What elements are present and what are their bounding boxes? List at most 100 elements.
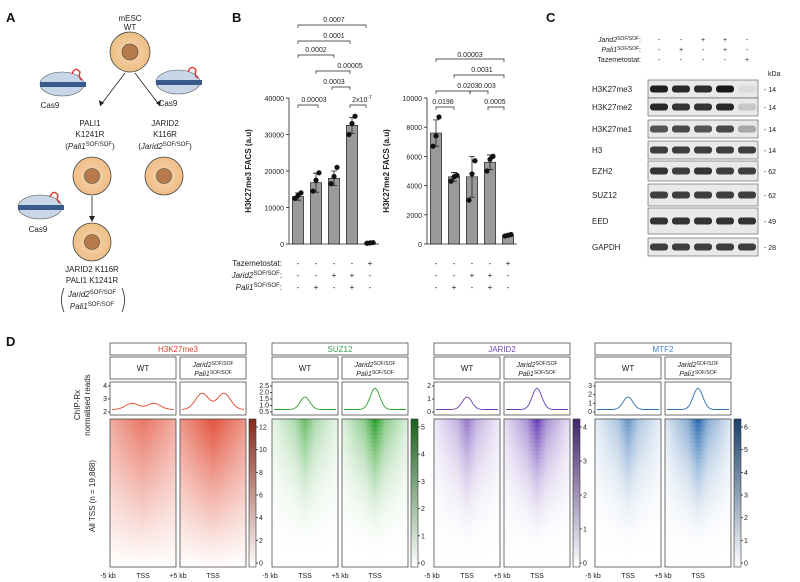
heatmap-row	[434, 463, 500, 468]
heatmap-row	[504, 455, 570, 460]
profile-ylabel-1: ChIP-Rx	[73, 390, 82, 420]
design-sign: -	[315, 259, 318, 268]
x-label-tss: TSS	[530, 573, 544, 580]
heatmap-row	[665, 431, 731, 436]
heatmap-frame	[433, 418, 501, 568]
heatmap-row	[504, 443, 570, 448]
blot-condition-sign: -	[658, 37, 661, 44]
heatmap-row	[504, 543, 570, 548]
blot-label: GAPDH	[592, 243, 621, 252]
heatmap-row	[595, 519, 661, 524]
y-tick-label: 40000	[265, 96, 285, 103]
heatmap-row	[180, 499, 246, 504]
group-title-box	[594, 342, 732, 356]
profile-box	[179, 381, 247, 416]
pvalue-label: 0.0003	[323, 79, 345, 86]
heatmap-row	[110, 523, 176, 528]
heatmap-row	[180, 427, 246, 432]
heatmap-row	[434, 547, 500, 552]
heatmap-row	[342, 499, 408, 504]
x-label-left: -5 kb	[585, 573, 601, 580]
condition-box	[503, 356, 571, 380]
heatmap-row	[180, 551, 246, 556]
heatmap-row	[665, 443, 731, 448]
heatmap-row	[595, 527, 661, 532]
profile-y-tick: 2	[588, 392, 592, 399]
heatmap-row	[272, 431, 338, 436]
heatmap-row	[595, 507, 661, 512]
jarid2-row-label: Jarid2SOF/SOF:	[231, 271, 282, 280]
blot-band	[672, 146, 690, 154]
heatmap-row	[434, 475, 500, 480]
heatmap-row	[342, 483, 408, 488]
colorbar-tick-label: 5	[744, 447, 748, 454]
design-sign: -	[435, 259, 438, 268]
heatmap-row	[180, 475, 246, 480]
blot-condition-sign: -	[702, 57, 705, 64]
panel-label-a: A	[6, 10, 16, 25]
heatmap-row	[434, 431, 500, 436]
cas9-icon	[39, 68, 86, 97]
profile-line	[436, 396, 498, 410]
heatmap-row	[342, 515, 408, 520]
pvalue-label: 0.0005	[484, 99, 506, 106]
data-point	[454, 172, 460, 178]
blot-condition-sign: +	[745, 57, 749, 64]
heatmap-row	[504, 479, 570, 484]
design-sign: -	[297, 259, 300, 268]
heatmap-row	[504, 487, 570, 492]
colorbar-tick-label: 4	[421, 452, 425, 459]
taz-row-label: Tazemetostat:	[232, 259, 282, 268]
profile-line	[344, 387, 406, 410]
blot-band	[694, 167, 712, 175]
y-tick-label: 20000	[265, 169, 285, 176]
x-label-left: -5 kb	[262, 573, 278, 580]
heatmap-row	[595, 419, 661, 424]
heatmap-row	[595, 439, 661, 444]
heatmap-row	[180, 479, 246, 484]
heatmap-row	[504, 483, 570, 488]
cas9-icon	[17, 191, 64, 220]
heatmap-row	[504, 499, 570, 504]
design-sign: +	[488, 271, 493, 280]
heatmap-row	[595, 503, 661, 508]
blot-condition-sign: +	[723, 37, 727, 44]
heatmap-row	[110, 487, 176, 492]
blot-condition-sign: -	[702, 47, 705, 54]
panel-c-western-blots: Jarid2SOF/SOF: - - + + - Pali1SOF/SOF: - + - + - Taz…	[592, 36, 781, 257]
heatmap-row	[434, 499, 500, 504]
right-mut-1: JARID2	[151, 119, 179, 128]
design-sign: -	[435, 283, 438, 292]
cell-icon	[144, 156, 184, 196]
heatmap-row	[110, 531, 176, 536]
y-tick-label: 6000	[406, 154, 422, 161]
right-mut-2: K116R	[153, 130, 177, 139]
panel-label-d: D	[6, 334, 15, 349]
condition-box	[341, 356, 409, 380]
heatmap-row	[342, 523, 408, 528]
heatmap-row	[434, 459, 500, 464]
pvalue-label: 0.0002	[305, 47, 327, 54]
design-sign: -	[333, 259, 336, 268]
heatmap-row	[504, 503, 570, 508]
heatmap-row	[504, 511, 570, 516]
heatmap-row	[110, 451, 176, 456]
heatmap-row	[504, 551, 570, 556]
blot-condition-sign: +	[723, 47, 727, 54]
heatmap-row	[180, 451, 246, 456]
heatmap-row	[272, 479, 338, 484]
data-point	[310, 188, 316, 194]
pvalue-label: 0.0001	[323, 33, 345, 40]
heatmap-ylabel: All TSS (n = 19,888)	[88, 460, 97, 532]
heatmap-row	[180, 455, 246, 460]
heatmap-row	[595, 483, 661, 488]
blot-condition-sign: -	[658, 47, 661, 54]
heatmap-row	[595, 559, 661, 564]
heatmap-row	[595, 459, 661, 464]
heatmap-row	[595, 475, 661, 480]
heatmap-row	[504, 431, 570, 436]
data-point	[430, 143, 436, 149]
heatmap-row	[110, 475, 176, 480]
heatmap-row	[110, 479, 176, 484]
left-mut-2: K1241R	[76, 130, 105, 139]
